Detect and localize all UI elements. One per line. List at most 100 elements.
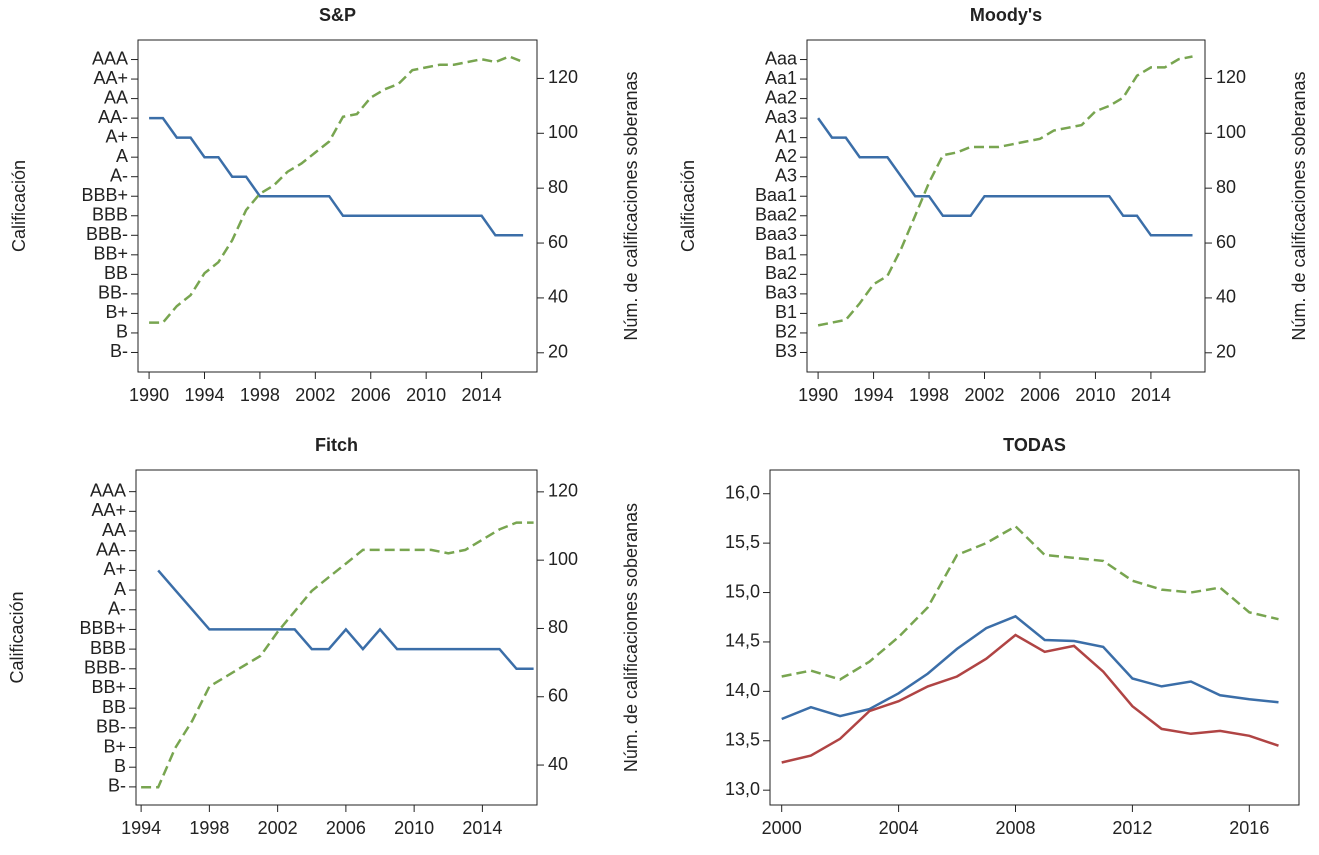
x-tick-label: 2002 [258,818,298,838]
y-tick-label: B2 [775,322,797,342]
y2-tick-label: 120 [1216,67,1246,87]
y-tick-label: AA+ [91,500,126,520]
plot-frame [806,39,1206,373]
plot-frame [769,469,1300,806]
series-line [781,633,1279,764]
y2-axis-label: Núm. de calificaciones soberanas [621,503,641,772]
y-tick-label: B [114,756,126,776]
chart-title: TODAS [1003,435,1066,455]
y2-tick-label: 60 [548,232,568,252]
y-tick-label: A [114,579,126,599]
y2-tick-label: 80 [548,617,568,637]
x-tick-label: 2010 [1075,385,1115,405]
y-tick-label: AA [104,87,128,107]
y-tick-label: AA- [96,539,126,559]
y-tick-label: AAA [90,480,126,500]
y-tick-label: Aa2 [765,87,797,107]
x-tick-label: 2006 [1020,385,1060,405]
y-tick-label: A- [108,598,126,618]
x-tick-label: 1998 [909,385,949,405]
series-line [149,55,524,324]
y2-tick-label: 20 [1216,342,1236,362]
y-tick-label: BBB- [86,224,128,244]
y-tick-label: BB [104,263,128,283]
y-tick-label: BB- [98,283,128,303]
y-tick-label: Aaa [765,48,798,68]
x-tick-label: 2004 [879,818,919,838]
y2-axis-label: Núm. de calificaciones soberanas [621,71,641,340]
y-tick-label: Ba1 [765,244,797,264]
chart-title: S&P [319,5,356,25]
y2-tick-label: 120 [548,481,578,501]
y-tick-label: Ba3 [765,283,797,303]
y-tick-label: Aa1 [765,68,797,88]
series-line [141,521,534,789]
y-tick-label: A3 [775,165,797,185]
y-tick-label: A- [110,165,128,185]
y-tick-label: Baa3 [755,224,797,244]
series-line [817,55,1193,327]
y-axis-label: Calificación [7,591,27,683]
x-tick-label: 2014 [1131,385,1171,405]
series-line [817,117,1193,237]
x-tick-label: 1994 [121,818,161,838]
y-tick-label: Baa1 [755,185,797,205]
y-tick-label: B [116,322,128,342]
y2-tick-label: 120 [548,67,578,87]
y2-tick-label: 20 [548,342,568,362]
y-tick-label: 13,0 [725,779,760,799]
y-tick-label: Ba2 [765,263,797,283]
y2-tick-label: 40 [548,287,568,307]
chart-title: Moody's [970,5,1042,25]
y2-tick-label: 60 [1216,232,1236,252]
x-tick-label: 1990 [798,385,838,405]
x-tick-label: 2012 [1112,818,1152,838]
x-tick-label: 1994 [854,385,894,405]
x-tick-label: 2010 [394,818,434,838]
y-tick-label: A1 [775,126,797,146]
y-tick-label: B3 [775,341,797,361]
y-tick-label: AA [102,520,126,540]
y-tick-label: Baa2 [755,205,797,225]
x-tick-label: 2000 [762,818,802,838]
y-tick-label: BB+ [93,244,128,264]
y-tick-label: BB+ [91,677,126,697]
y-tick-label: 15,5 [725,532,760,552]
x-tick-label: 2014 [462,818,502,838]
y-tick-label: B- [110,341,128,361]
chart-title: Fitch [315,435,358,455]
y-tick-label: AA- [98,107,128,127]
x-tick-label: 2002 [964,385,1004,405]
series-line [149,116,524,237]
y-tick-label: 14,5 [725,631,760,651]
y2-tick-label: 80 [548,177,568,197]
y-tick-label: BBB+ [79,618,126,638]
x-tick-label: 2006 [351,385,391,405]
series-line [781,524,1279,681]
y2-tick-label: 100 [548,122,578,142]
plot-frame [137,39,538,373]
x-tick-label: 1998 [189,818,229,838]
series-line [157,569,534,671]
y2-tick-label: 40 [1216,287,1236,307]
x-tick-label: 2008 [995,818,1035,838]
y-tick-label: BBB [92,205,128,225]
y2-tick-label: 100 [1216,122,1246,142]
y2-tick-label: 60 [548,685,568,705]
y-axis-label: Calificación [9,160,29,252]
x-tick-label: 1994 [184,385,224,405]
plot-frame [135,469,538,806]
y-tick-label: 15,0 [725,581,760,601]
y-tick-label: AA+ [93,68,128,88]
x-tick-label: 1998 [240,385,280,405]
x-tick-label: 2016 [1229,818,1269,838]
y-tick-label: BBB- [84,658,126,678]
y2-tick-label: 100 [548,549,578,569]
y-tick-label: 13,5 [725,730,760,750]
y2-axis-label: Núm. de calificaciones soberanas [1289,71,1309,340]
y-axis-label: Calificación [678,160,698,252]
y-tick-label: 16,0 [725,482,760,502]
y2-tick-label: 80 [1216,177,1236,197]
y-tick-label: AAA [92,48,128,68]
